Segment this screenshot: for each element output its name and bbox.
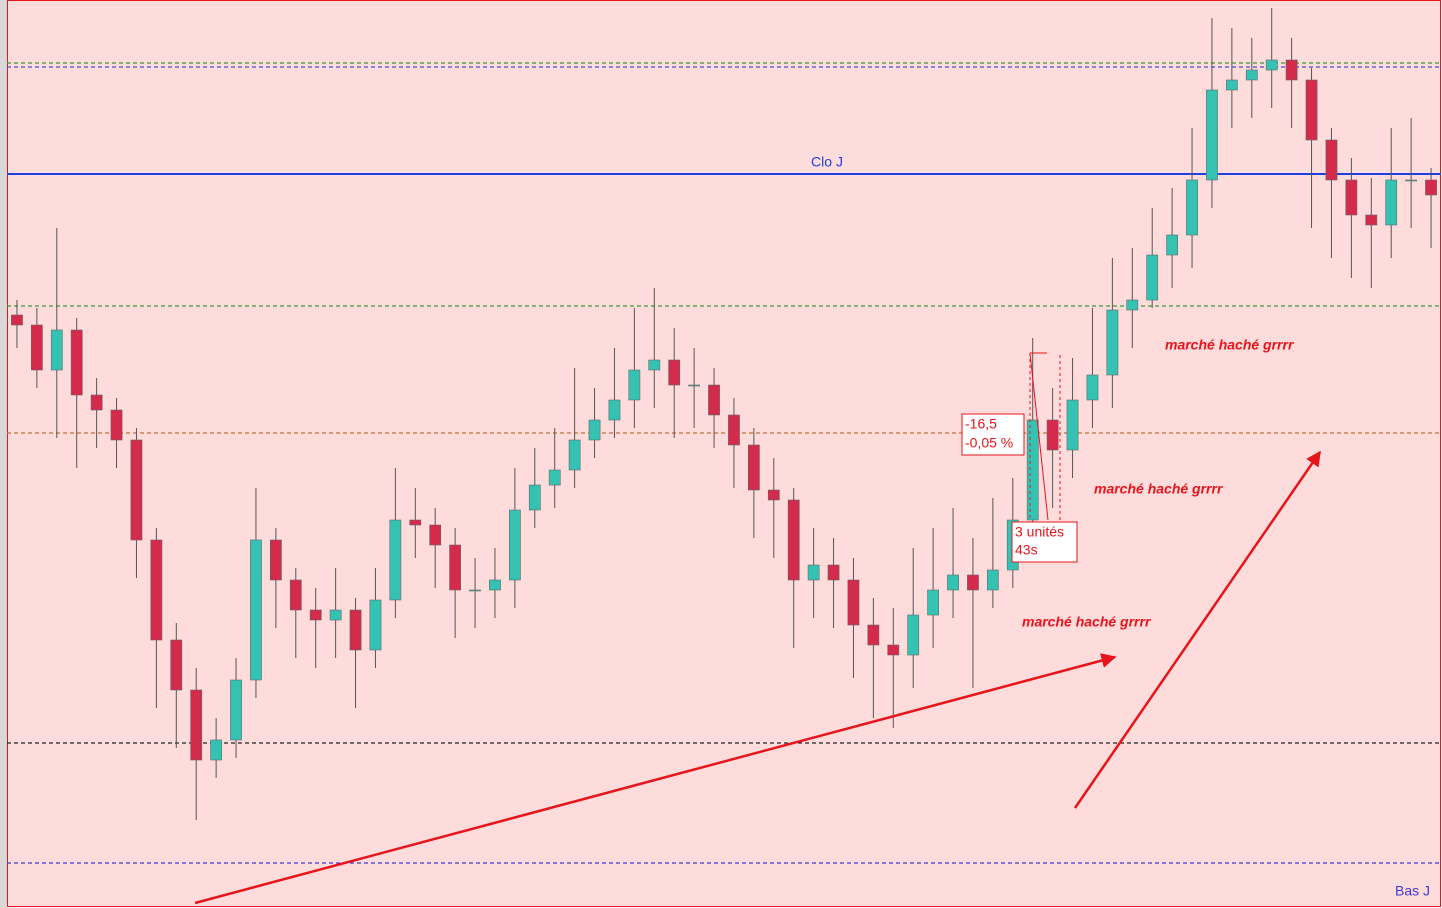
candle-body bbox=[289, 579, 302, 611]
candle-body bbox=[1345, 179, 1358, 216]
candle-body bbox=[728, 414, 740, 446]
candle-body bbox=[708, 384, 720, 416]
candle-body bbox=[947, 574, 959, 591]
candle-body bbox=[927, 589, 940, 616]
candle-body bbox=[588, 419, 601, 441]
candle-body bbox=[1026, 419, 1039, 521]
measure-box bbox=[961, 413, 1025, 456]
candle-body bbox=[130, 439, 143, 541]
candle-body bbox=[1325, 139, 1338, 181]
annotation: marché haché grrrr bbox=[1165, 337, 1295, 353]
candle-body bbox=[1166, 234, 1179, 256]
measure-units: 3 unités bbox=[1015, 524, 1064, 540]
candle-body bbox=[1425, 179, 1437, 196]
candle-body bbox=[1146, 254, 1159, 301]
candle-body bbox=[269, 539, 282, 581]
candle-body bbox=[668, 359, 681, 386]
candle-body bbox=[648, 359, 661, 371]
candle-body bbox=[369, 599, 382, 651]
candle-body bbox=[150, 539, 163, 641]
candle-body bbox=[767, 489, 780, 501]
measure-time: 43s bbox=[1015, 542, 1038, 558]
plot-area bbox=[7, 0, 1441, 907]
candle-body bbox=[967, 574, 979, 591]
candle-body bbox=[429, 524, 442, 546]
measure-tool: -16,5 -0,05 % 3 unités 43s bbox=[961, 352, 1078, 563]
level-label: Bas J bbox=[1395, 883, 1430, 899]
candle-body bbox=[1046, 419, 1059, 451]
candle-body bbox=[807, 564, 820, 581]
candle-body bbox=[469, 589, 481, 592]
candle-body bbox=[190, 689, 203, 761]
candle-body bbox=[1265, 59, 1278, 71]
candle-body bbox=[90, 394, 103, 411]
candle-body bbox=[30, 324, 43, 371]
candle-body bbox=[11, 314, 23, 326]
candle-body bbox=[1365, 214, 1378, 226]
candle-body bbox=[1186, 179, 1198, 236]
candle-body bbox=[1086, 374, 1099, 401]
candle-body bbox=[907, 614, 920, 656]
candle-body bbox=[986, 569, 999, 591]
candle-body bbox=[170, 639, 183, 691]
candle-body bbox=[1126, 299, 1139, 311]
candle-body bbox=[389, 519, 402, 601]
candle-body bbox=[329, 609, 342, 621]
candle-body bbox=[1245, 69, 1258, 81]
candle-body bbox=[688, 384, 701, 387]
candle-body bbox=[489, 579, 501, 591]
candle-body bbox=[449, 544, 462, 591]
candle-body bbox=[1066, 399, 1079, 451]
candle-body bbox=[867, 624, 880, 646]
candle-body bbox=[847, 579, 860, 626]
candle-body bbox=[747, 444, 760, 491]
candle-body bbox=[1106, 309, 1119, 376]
candle-body bbox=[309, 609, 322, 621]
candle-body bbox=[409, 519, 422, 526]
candle-body bbox=[528, 484, 541, 511]
annotation: marché haché grrrr bbox=[1094, 481, 1224, 497]
candle-body bbox=[568, 439, 581, 471]
trend-arrow bbox=[194, 653, 1117, 905]
candle-body bbox=[628, 369, 641, 401]
candle-body bbox=[70, 329, 83, 396]
candle-body bbox=[110, 409, 123, 441]
candle-body bbox=[210, 739, 223, 761]
candle-body bbox=[508, 509, 521, 581]
measure-delta: -16,5 bbox=[965, 416, 997, 432]
candle-body bbox=[608, 399, 621, 421]
candle-body bbox=[787, 499, 800, 581]
candle-body bbox=[887, 644, 900, 656]
candle-body bbox=[1385, 179, 1398, 226]
candle-body bbox=[250, 539, 262, 681]
candle-body bbox=[548, 469, 561, 486]
candle-body bbox=[230, 679, 242, 741]
candle-body bbox=[50, 329, 63, 371]
annotation: marché haché grrrr bbox=[1022, 614, 1152, 630]
trend-arrow bbox=[1073, 450, 1322, 809]
measure-box bbox=[1011, 521, 1078, 563]
candle-body bbox=[1405, 179, 1418, 182]
measure-percent: -0,05 % bbox=[965, 435, 1013, 451]
candle-body bbox=[1225, 79, 1238, 91]
measure-line bbox=[1029, 352, 1049, 521]
level-label: Clo J bbox=[811, 154, 843, 170]
candle-body bbox=[827, 564, 840, 581]
candle-body bbox=[349, 609, 362, 651]
candle-body bbox=[1285, 59, 1298, 81]
candle-body bbox=[1305, 79, 1318, 141]
side-strip bbox=[0, 0, 7, 908]
candle-body bbox=[1206, 89, 1218, 181]
